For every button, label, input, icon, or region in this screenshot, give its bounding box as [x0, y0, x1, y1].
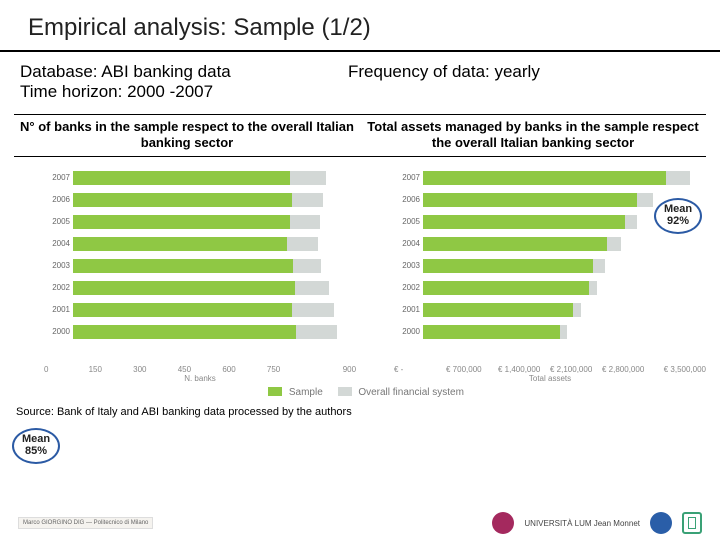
bar-sample [423, 259, 593, 273]
bar-sample [423, 237, 607, 251]
bar-sample [423, 325, 560, 339]
bar-sample [423, 303, 573, 317]
bar-sample [73, 259, 293, 273]
footer-caption: Marco GIORGINO DIG — Politecnico di Mila… [18, 517, 153, 530]
mean-value-right: 92% [667, 216, 689, 228]
bar-sample [73, 303, 292, 317]
xtick: 900 [311, 365, 356, 374]
logo-lum: UNIVERSITÀ LUM Jean Monnet [524, 519, 640, 528]
bar-sample [73, 281, 295, 295]
chart-row: 2006 [44, 189, 356, 211]
chart-row: 2005 [44, 211, 356, 233]
subtitle-left: N° of banks in the sample respect to the… [14, 115, 360, 156]
xtick: 450 [178, 365, 223, 374]
chart-row: 2007 [44, 167, 356, 189]
chart-row: 2002 [394, 277, 706, 299]
xtick: € - [394, 365, 446, 374]
subtitle-right: Total assets managed by banks in the sam… [360, 115, 706, 156]
year-label: 2004 [44, 239, 70, 248]
year-label: 2003 [394, 261, 420, 270]
chart-row: 2000 [394, 321, 706, 343]
meta-horizon: Time horizon: 2000 -2007 [20, 82, 340, 102]
chart-row: 2000 [44, 321, 356, 343]
year-label: 2000 [44, 327, 70, 336]
xaxis-label-left: N. banks [14, 374, 356, 383]
legend-sample: Sample [289, 387, 323, 398]
xtick: 150 [89, 365, 134, 374]
xtick: € 700,000 [446, 365, 498, 374]
bar-sample [73, 237, 287, 251]
xtick: € 2,800,000 [602, 365, 654, 374]
bar-sample [423, 281, 589, 295]
xtick: 300 [133, 365, 178, 374]
chart-left: 2007 2006 2005 2004 2003 2002 2001 2000 0150300… [14, 163, 356, 383]
meta-frequency: Frequency of data: yearly [340, 62, 540, 102]
meta-database: Database: ABI banking data [20, 62, 340, 82]
xtick: € 2,100,000 [550, 365, 602, 374]
year-label: 2002 [44, 283, 70, 292]
subtitles: N° of banks in the sample respect to the… [14, 114, 706, 157]
chart-row: 2004 [44, 233, 356, 255]
bar-sample [423, 193, 637, 207]
year-label: 2006 [44, 195, 70, 204]
year-label: 2002 [394, 283, 420, 292]
chart-right: 2007 2006 2005 2004 2003 2002 2001 2000 € -€ 70… [364, 163, 706, 383]
year-label: 2005 [394, 217, 420, 226]
bar-sample [73, 171, 290, 185]
year-label: 2003 [44, 261, 70, 270]
year-label: 2004 [394, 239, 420, 248]
mean-value-left: 85% [25, 446, 47, 458]
legend-overall: Overall financial system [358, 387, 464, 398]
source-text: Source: Bank of Italy and ABI banking da… [0, 398, 720, 418]
chart-row: 2001 [394, 299, 706, 321]
bar-sample [73, 325, 296, 339]
slide-title: Empirical analysis: Sample (1/2) [0, 0, 720, 50]
logo-bocconi-icon [492, 512, 514, 534]
year-label: 2005 [44, 217, 70, 226]
logo-seal-icon [650, 512, 672, 534]
xtick: € 3,500,000 [654, 365, 706, 374]
xtick: € 1,400,000 [498, 365, 550, 374]
xtick: 600 [222, 365, 267, 374]
xtick: 750 [267, 365, 312, 374]
meta-block: Database: ABI banking data Time horizon:… [0, 52, 720, 108]
legend-chip-sample [268, 387, 282, 396]
xtick: 0 [44, 365, 89, 374]
footer-logos: UNIVERSITÀ LUM Jean Monnet [492, 512, 702, 534]
chart-row: 2001 [44, 299, 356, 321]
logo-shield-icon [682, 512, 702, 534]
chart-row: 2007 [394, 167, 706, 189]
chart-row: 2003 [394, 255, 706, 277]
year-label: 2007 [44, 173, 70, 182]
bar-sample [423, 171, 666, 185]
chart-row: 2004 [394, 233, 706, 255]
legend: Sample Overall financial system [0, 387, 720, 398]
legend-chip-overall [338, 387, 352, 396]
chart-row: 2003 [44, 255, 356, 277]
year-label: 2007 [394, 173, 420, 182]
footer: Marco GIORGINO DIG — Politecnico di Mila… [0, 512, 720, 534]
year-label: 2000 [394, 327, 420, 336]
mean-badge-left: Mean 85% [12, 428, 60, 464]
mean-badge-right: Mean 92% [654, 198, 702, 234]
bar-sample [73, 193, 292, 207]
year-label: 2001 [44, 305, 70, 314]
year-label: 2006 [394, 195, 420, 204]
bar-sample [73, 215, 290, 229]
chart-row: 2002 [44, 277, 356, 299]
bar-sample [423, 215, 625, 229]
year-label: 2001 [394, 305, 420, 314]
xaxis-label-right: Total assets [364, 374, 706, 383]
